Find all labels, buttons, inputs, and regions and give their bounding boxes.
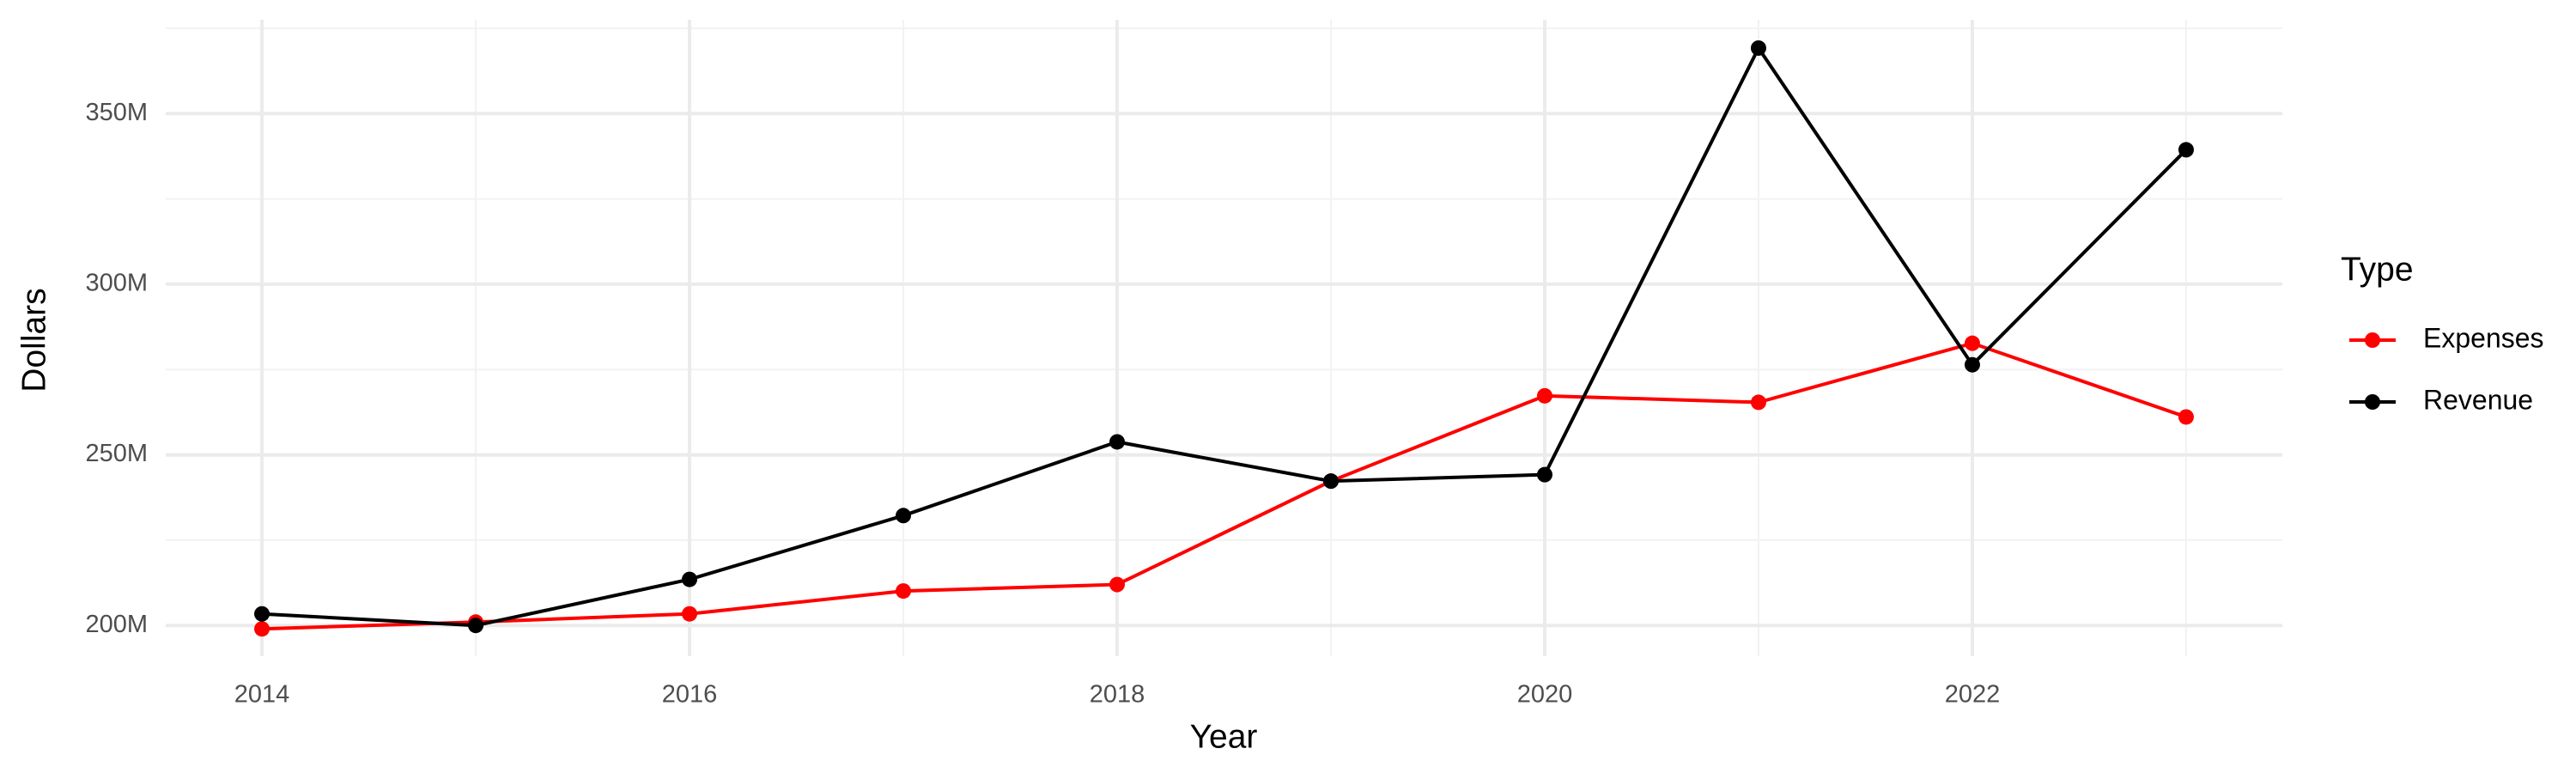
point [682, 571, 698, 587]
point [1109, 434, 1126, 450]
x-tick-label: 2022 [1945, 681, 2001, 709]
y-tick-label: 300M [85, 270, 148, 297]
point [254, 621, 270, 637]
point [2178, 409, 2194, 425]
legend-label: Revenue [2423, 384, 2533, 415]
point [2178, 142, 2194, 158]
point [1750, 40, 1766, 56]
point [1750, 394, 1766, 411]
x-tick-label: 2018 [1090, 681, 1145, 709]
series-line [261, 341, 2187, 631]
x-tick-label: 2016 [662, 681, 718, 709]
point [254, 606, 270, 622]
legend-key-point [2365, 332, 2380, 348]
point [468, 618, 484, 634]
legend-key-point [2365, 394, 2380, 410]
point [682, 606, 698, 622]
point [1109, 576, 1126, 593]
x-tick-label: 2014 [234, 681, 290, 709]
legend-title: Type [2341, 251, 2414, 288]
legend-label: Expenses [2423, 322, 2544, 353]
point [1964, 356, 1980, 373]
y-axis-title: Dollars [15, 288, 52, 392]
point [1964, 335, 1980, 351]
x-tick-label: 2020 [1517, 681, 1573, 709]
series-line [261, 45, 2188, 628]
point [896, 508, 912, 524]
point [1536, 387, 1552, 404]
point [1322, 473, 1339, 490]
y-tick-label: 200M [85, 611, 148, 638]
point [1536, 466, 1552, 483]
y-tick-label: 250M [85, 440, 148, 467]
point [896, 583, 912, 600]
y-tick-label: 350M [85, 99, 148, 126]
x-axis-title: Year [1190, 718, 1258, 755]
